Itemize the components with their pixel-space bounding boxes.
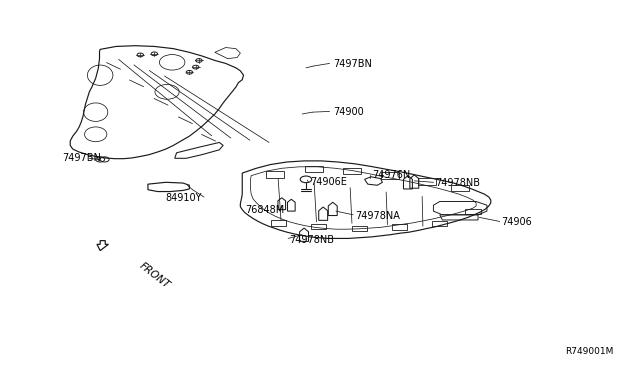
Text: R749001M: R749001M (564, 347, 613, 356)
Text: 7497BN: 7497BN (62, 153, 100, 163)
Text: 74906E: 74906E (310, 177, 348, 187)
Text: 74900: 74900 (333, 107, 364, 117)
Text: 76848M: 76848M (245, 205, 284, 215)
Text: 74978NB: 74978NB (289, 234, 335, 244)
Text: 74978NB: 74978NB (435, 178, 480, 188)
Text: 84910Y: 84910Y (166, 193, 202, 203)
Text: 7497BN: 7497BN (333, 59, 372, 69)
Text: FRONT: FRONT (137, 261, 172, 291)
Text: 74906: 74906 (502, 217, 532, 227)
Text: 74978NA: 74978NA (355, 211, 400, 221)
Text: 74976N: 74976N (372, 170, 410, 180)
